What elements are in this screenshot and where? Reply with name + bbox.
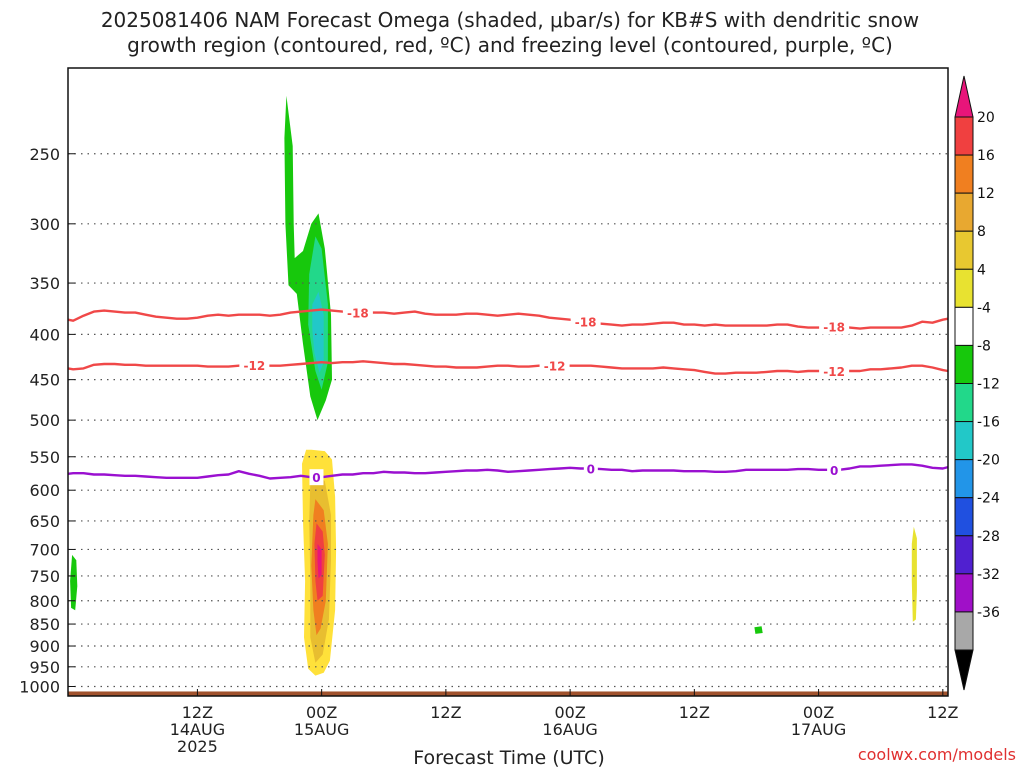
credit-text: coolwx.com/models	[858, 745, 1016, 764]
contour-label-0-1: 0	[587, 462, 595, 476]
y-tick-label-400: 400	[29, 325, 60, 344]
plot-frame	[67, 67, 949, 697]
colorbar-box-9	[954, 459, 974, 499]
y-tick-label-250: 250	[29, 145, 60, 164]
y-tick-label-800: 800	[29, 592, 60, 611]
colorbar-box-11	[954, 535, 974, 575]
grid-lines	[68, 153, 948, 688]
y-axis: 250 300 350 400 450 500 550 600 650 700 750 800 850 9…	[19, 145, 75, 697]
contour-label-bg--18-1	[570, 313, 601, 330]
colorbar-box-4	[954, 268, 974, 308]
x-tick-label-2-0: 12Z	[430, 703, 461, 722]
contour-label-0-2: 0	[830, 464, 838, 478]
ground-strip	[68, 691, 948, 696]
chart-title-line2: growth region (contoured, red, ºC) and f…	[127, 33, 893, 57]
colorbar-label-1: 16	[977, 148, 995, 164]
x-tick-label-0-0: 12Z	[182, 703, 213, 722]
contour-label-bg--12-2	[819, 363, 850, 380]
contour-label-bg-0-0	[309, 469, 324, 486]
x-tick-label-4-0: 12Z	[679, 703, 710, 722]
x-tick-label-1-1: 15AUG	[294, 720, 349, 739]
contour-label-bg-0-2	[827, 461, 842, 478]
colorbar-bottom-arrow	[954, 649, 974, 691]
contour-label-bg--18-0	[342, 304, 373, 321]
contour-line-0	[67, 463, 949, 480]
colorbar-label-4: 4	[977, 262, 986, 278]
colorbar-box-12	[954, 573, 974, 613]
omega-region-4	[317, 543, 322, 579]
contour-label-bg--18-2	[819, 318, 850, 335]
contour-label--18-2: -18	[823, 321, 845, 335]
y-tick-label-650: 650	[29, 512, 60, 531]
colorbar-label-2: 12	[977, 186, 995, 202]
x-tick-label-3-0: 00Z	[554, 703, 585, 722]
contour-label--12-0: -12	[244, 359, 266, 373]
colorbar-label-8: -16	[977, 415, 1000, 431]
x-axis-label: Forecast Time (UTC)	[413, 747, 604, 768]
plot-area	[68, 95, 948, 696]
colorbar-label-11: -28	[977, 529, 1000, 545]
colorbar: 20 16 12 8 4 -4 -8 -12 -16 -20 -24 -28 -32 -36	[954, 75, 1000, 691]
x-tick-label-0-2: 2025	[177, 737, 218, 756]
colorbar-box-2	[954, 192, 974, 232]
x-tick-label-0-1: 14AUG	[170, 720, 225, 739]
y-tick-label-350: 350	[29, 274, 60, 293]
colorbar-box-5	[954, 306, 974, 346]
contour-label-bg--12-1	[539, 357, 570, 374]
y-tick-label-950: 950	[29, 658, 60, 677]
colorbar-box-3	[954, 230, 974, 270]
colorbar-label-5: -4	[977, 300, 991, 316]
y-tick-label-450: 450	[29, 371, 60, 390]
contour-label-bg--12-0	[239, 356, 270, 373]
x-tick-label-1-0: 00Z	[306, 703, 337, 722]
y-tick-label-600: 600	[29, 481, 60, 500]
omega-region-7	[312, 291, 324, 373]
y-tick-label-550: 550	[29, 448, 60, 467]
colorbar-box-0	[954, 116, 974, 156]
contour-lines: -18 -18 -18 -12 -12 -12 0 0 0	[67, 304, 949, 486]
colorbar-box-10	[954, 497, 974, 537]
colorbar-box-13	[954, 611, 974, 651]
omega-region-9	[754, 626, 763, 634]
colorbar-label-6: -8	[977, 338, 991, 354]
contour-label-0-0: 0	[312, 471, 320, 485]
contour-line--12	[67, 360, 949, 375]
x-tick-label-3-1: 16AUG	[542, 720, 597, 739]
y-tick-label-750: 750	[29, 567, 60, 586]
colorbar-label-0: 20	[977, 110, 995, 126]
colorbar-box-7	[954, 383, 974, 423]
colorbar-label-12: -32	[977, 567, 1000, 583]
contour-line--18	[67, 308, 949, 330]
colorbar-label-13: -36	[977, 605, 1000, 621]
contour-label--12-1: -12	[544, 360, 566, 374]
colorbar-label-10: -24	[977, 491, 1000, 507]
colorbar-label-3: 8	[977, 224, 986, 240]
colorbar-label-7: -12	[977, 377, 1000, 393]
omega-region-10	[911, 526, 917, 622]
y-tick-label-300: 300	[29, 215, 60, 234]
contour-label-bg-0-1	[583, 460, 598, 477]
contour-label--18-0: -18	[347, 307, 369, 321]
y-tick-label-500: 500	[29, 411, 60, 430]
contour-label--12-2: -12	[823, 365, 845, 379]
chart-title-line1: 2025081406 NAM Forecast Omega (shaded, μ…	[101, 8, 919, 32]
colorbar-box-6	[954, 344, 974, 384]
y-tick-label-700: 700	[29, 540, 60, 559]
contour-label--18-1: -18	[575, 316, 597, 330]
colorbar-top-arrow	[954, 75, 974, 118]
x-tick-label-5-0: 00Z	[803, 703, 834, 722]
y-tick-label-850: 850	[29, 615, 60, 634]
colorbar-label-9: -20	[977, 453, 1000, 469]
omega-region-8	[70, 554, 78, 611]
y-tick-label-1000: 1000	[19, 678, 60, 697]
x-tick-label-6-0: 12Z	[927, 703, 958, 722]
y-tick-label-900: 900	[29, 637, 60, 656]
x-tick-label-5-1: 17AUG	[791, 720, 846, 739]
colorbar-box-1	[954, 154, 974, 194]
colorbar-box-8	[954, 421, 974, 461]
